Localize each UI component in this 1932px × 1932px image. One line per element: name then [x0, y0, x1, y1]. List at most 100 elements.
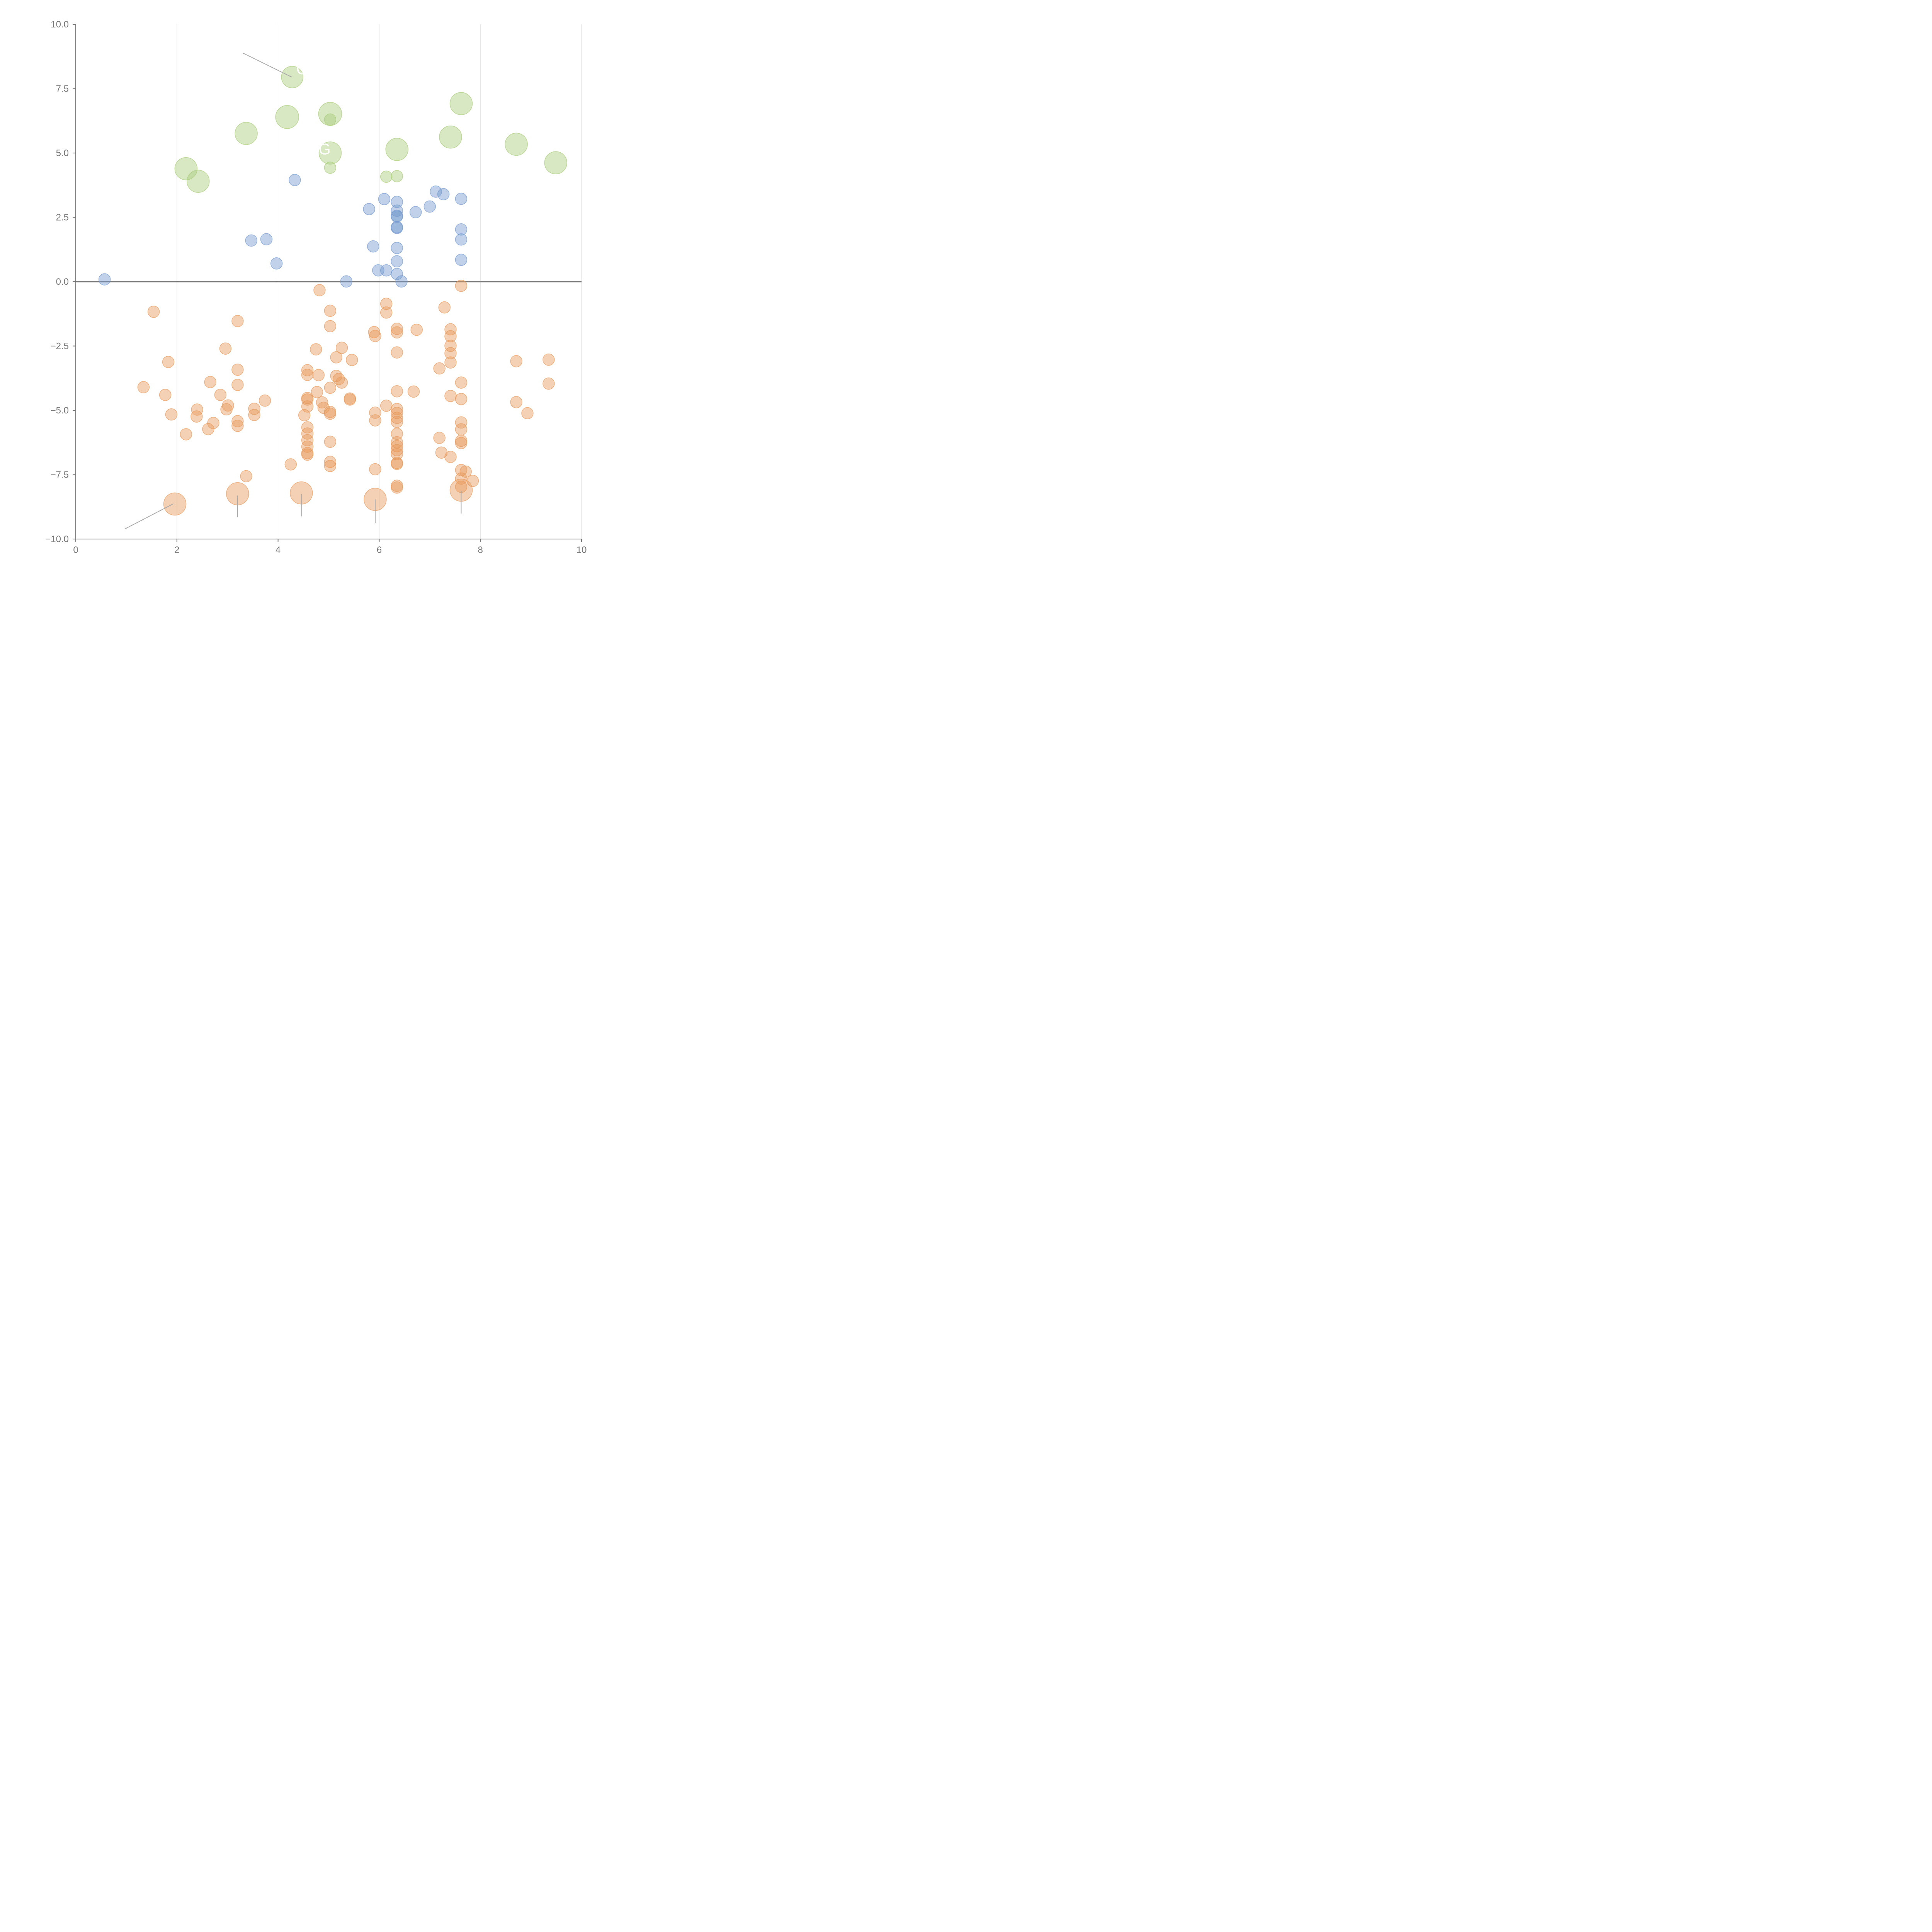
orange-bubble [444, 356, 457, 369]
orange-bubble [369, 330, 381, 342]
green-bubble [505, 133, 528, 156]
orange-bubble [455, 393, 468, 405]
orange-bubble [284, 458, 297, 471]
orange-bubble [444, 323, 457, 335]
blue-bubble [363, 203, 375, 215]
orange-bubble [301, 434, 314, 447]
blue-bubble [391, 222, 403, 234]
green-bubble [449, 92, 473, 115]
orange-bubble [391, 385, 403, 398]
orange-bubble [369, 414, 381, 427]
orange-bubble [214, 389, 227, 401]
orange-bubble [433, 432, 446, 444]
orange-bubble [324, 435, 337, 448]
orange-bubble [444, 389, 457, 402]
orange-bubble [510, 355, 522, 367]
orange-bubble [369, 463, 381, 476]
orange-bubble [455, 376, 468, 389]
y-tick-label: −10.0 [45, 534, 69, 544]
blue-bubble [430, 185, 442, 198]
blue-bubble [380, 264, 393, 277]
orange-bubble [231, 415, 244, 427]
orange-bubble [444, 330, 457, 342]
orange-bubble [344, 393, 356, 406]
orange-bubble [368, 326, 381, 338]
orange-bubble [444, 451, 457, 463]
orange-bubble [324, 304, 337, 317]
green-bubble [275, 105, 299, 129]
blue-bubble [391, 242, 403, 254]
blue-bubble [245, 234, 257, 247]
orange-bubble [380, 298, 393, 310]
bubble-chart: 0 2 4 6 8 10 10.0 7.5 5.0 2.5 0.0 −2.5 −5.0 −7.5 −10.0… [45, 19, 587, 555]
blue-bubble [455, 253, 468, 266]
orange-bubble [231, 420, 244, 432]
point-annotation: G [318, 141, 330, 158]
blue-bubble [391, 210, 403, 223]
orange-bubble [301, 400, 314, 413]
orange-bubble [543, 354, 555, 366]
orange-bubble [301, 421, 314, 434]
orange-bubble [380, 306, 393, 319]
data-points [98, 66, 567, 516]
orange-bubble [410, 323, 423, 336]
green-bubble [187, 170, 210, 193]
orange-bubble [137, 381, 150, 393]
orange-bubble [455, 464, 468, 476]
blue-bubble [378, 193, 391, 205]
blue-bubble [98, 273, 111, 286]
orange-bubble [435, 446, 448, 459]
orange-bubble [324, 381, 337, 394]
orange-bubble [335, 376, 348, 389]
orange-bubble [240, 470, 252, 483]
orange-bubble [444, 340, 457, 352]
blue-bubble [437, 188, 450, 201]
y-tick-label: −7.5 [51, 470, 69, 480]
blue-bubble [367, 240, 379, 253]
orange-bubble [202, 423, 214, 435]
orange-bubble [219, 342, 232, 355]
point-annotations: G C ’ [296, 61, 407, 180]
blue-bubble [423, 200, 436, 213]
orange-bubble [438, 301, 451, 314]
orange-bubble [455, 279, 468, 292]
blue-bubble [409, 206, 422, 218]
blue-bubble [391, 255, 403, 268]
green-bubble [439, 125, 462, 149]
green-bubble [544, 151, 567, 175]
orange-bubble [159, 389, 172, 401]
orange-bubble [312, 369, 325, 381]
x-tick-label: 10 [577, 545, 587, 555]
orange-bubble [330, 351, 342, 364]
orange-bubble [391, 427, 403, 440]
orange-bubble [147, 306, 160, 318]
orange-bubble [391, 448, 403, 460]
orange-bubble [455, 437, 468, 449]
x-tick-label: 8 [478, 545, 483, 555]
green-bubble [324, 113, 337, 126]
orange-bubble [301, 364, 314, 376]
green-bubble [318, 141, 342, 165]
y-tick-label: 0.0 [56, 277, 69, 287]
blue-bubble [455, 223, 468, 236]
orange-bubble [391, 406, 403, 419]
y-tick-label: 2.5 [56, 213, 69, 223]
orange-bubble [324, 320, 337, 332]
green-bubble [324, 162, 337, 174]
orange-bubble [259, 394, 271, 407]
orange-bubble [180, 428, 192, 440]
orange-bubble [391, 457, 403, 470]
y-tick-label: −2.5 [51, 341, 69, 352]
orange-bubble [310, 343, 322, 355]
x-tick-label: 0 [73, 545, 78, 555]
blue-bubble [270, 257, 283, 270]
orange-bubble [391, 403, 403, 415]
y-tick-label: 5.0 [56, 148, 69, 158]
orange-bubble [191, 403, 203, 416]
orange-bubble [162, 356, 175, 368]
orange-bubble [391, 444, 403, 456]
orange-bubble [345, 354, 358, 366]
orange-bubble [231, 315, 244, 327]
x-tick-label: 2 [174, 545, 179, 555]
orange-bubble [455, 423, 468, 436]
